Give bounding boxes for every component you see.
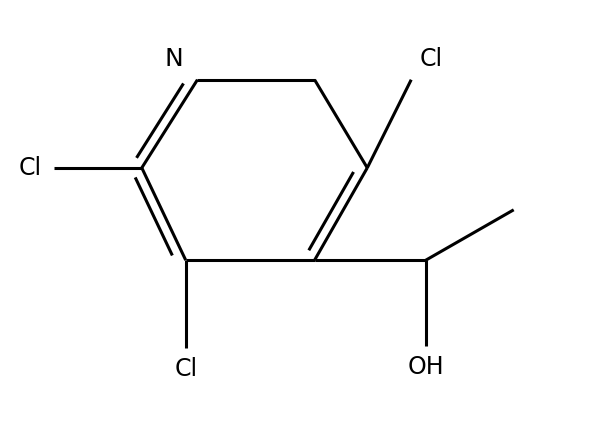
Text: Cl: Cl (174, 357, 197, 380)
Text: N: N (164, 48, 183, 71)
Text: Cl: Cl (420, 48, 443, 71)
Text: OH: OH (407, 354, 444, 379)
Text: Cl: Cl (19, 156, 42, 180)
